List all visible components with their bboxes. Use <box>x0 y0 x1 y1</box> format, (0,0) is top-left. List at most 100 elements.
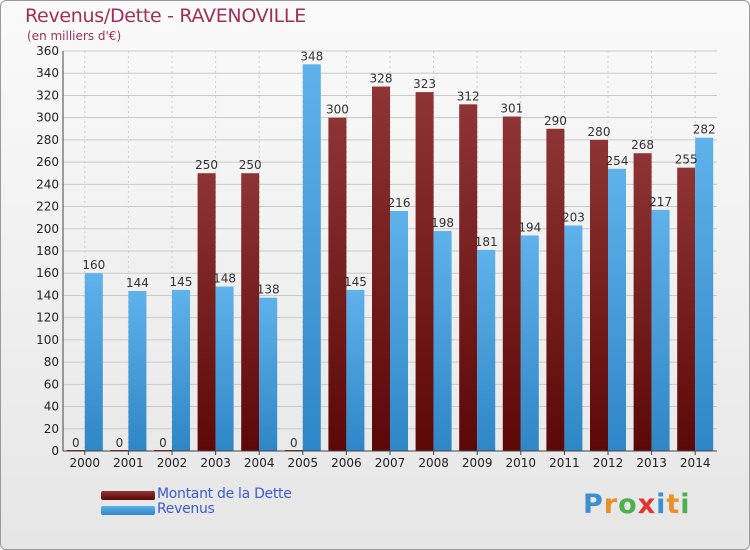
y-tick-label: 120 <box>36 311 59 325</box>
bar-revenus <box>128 291 147 451</box>
bar-dette <box>546 128 565 451</box>
bar-dette <box>197 173 216 451</box>
data-label-revenus: 203 <box>562 210 585 224</box>
data-label-revenus: 181 <box>475 235 498 249</box>
x-tick-label: 2006 <box>331 456 362 470</box>
data-label-dette: 250 <box>195 158 218 172</box>
x-tick-label: 2012 <box>593 456 624 470</box>
y-tick-label: 320 <box>36 88 59 102</box>
bar-revenus <box>608 168 626 451</box>
bar-dette <box>590 139 608 451</box>
bar-dette <box>677 167 696 451</box>
x-tick-label: 2014 <box>680 456 711 470</box>
bar-revenus <box>302 64 321 452</box>
data-label-revenus: 138 <box>257 283 280 297</box>
y-tick-label: 280 <box>36 133 59 147</box>
legend-label-dette: Montant de la Dette <box>157 486 292 502</box>
legend-label-revenus: Revenus <box>157 501 215 517</box>
data-label-dette: 312 <box>457 89 480 103</box>
bar-revenus <box>172 289 190 451</box>
bar-dette <box>502 116 521 452</box>
logo-letter: r <box>603 489 619 520</box>
bar-revenus <box>84 273 103 451</box>
data-labels: 0 160 0 144 0 145 250 148 250 138 0 348 300 145 328 216… <box>72 49 716 450</box>
bar-revenus <box>433 231 452 451</box>
logo-letter: o <box>618 489 638 520</box>
chart-title: Revenus/Dette - RAVENOVILLE <box>25 5 306 27</box>
data-label-revenus: 348 <box>300 49 323 63</box>
data-label-revenus: 216 <box>388 196 411 210</box>
x-tick-label: 2002 <box>157 456 188 470</box>
x-tick-label: 2000 <box>70 456 101 470</box>
y-tick-label: 140 <box>36 288 59 302</box>
data-label-revenus: 148 <box>213 272 236 286</box>
bar-dette <box>415 92 434 451</box>
data-label-dette: 328 <box>370 72 393 86</box>
bars <box>66 64 714 452</box>
bar-dette <box>459 104 478 451</box>
x-tick-label: 2011 <box>549 456 580 470</box>
data-label-dette: 0 <box>159 436 167 450</box>
y-tick-label: 360 <box>36 44 59 58</box>
data-label-revenus: 254 <box>606 154 629 168</box>
data-label-revenus: 282 <box>693 123 716 137</box>
y-tick-label: 260 <box>36 155 59 169</box>
legend-swatch-revenus <box>101 506 155 515</box>
data-label-revenus: 160 <box>82 258 105 272</box>
data-label-dette: 250 <box>239 158 262 172</box>
y-tick-label: 300 <box>36 111 59 125</box>
data-label-revenus: 194 <box>518 220 541 234</box>
bar-revenus <box>346 289 365 451</box>
bar-revenus <box>564 225 583 451</box>
y-tick-label: 220 <box>36 200 59 214</box>
legend-swatch-dette <box>101 491 155 500</box>
bar-revenus <box>695 137 714 451</box>
logo-letter: i <box>680 489 691 520</box>
data-label-revenus: 145 <box>344 275 367 289</box>
bar-revenus <box>651 209 670 451</box>
bar-revenus <box>259 297 278 451</box>
x-tick-label: 2004 <box>244 456 275 470</box>
bar-revenus <box>215 286 234 451</box>
logo-letter: x <box>637 489 657 520</box>
data-label-dette: 280 <box>588 125 611 139</box>
y-tick-label: 20 <box>44 422 59 436</box>
bar-dette <box>241 173 260 451</box>
x-tick-label: 2007 <box>375 456 406 470</box>
data-label-dette: 300 <box>326 103 349 117</box>
data-label-dette: 301 <box>500 102 523 116</box>
bar-revenus <box>477 249 496 451</box>
data-label-dette: 323 <box>413 77 436 91</box>
x-tick-label: 2001 <box>113 456 144 470</box>
y-tick-label: 80 <box>44 355 59 369</box>
x-tick-label: 2005 <box>288 456 319 470</box>
data-label-revenus: 145 <box>170 275 193 289</box>
y-tick-label: 40 <box>44 400 59 414</box>
logo-letter: P <box>583 489 604 520</box>
x-tick-label: 2009 <box>462 456 493 470</box>
bar-dette <box>328 117 347 452</box>
chart-subtitle: (en milliers d'€) <box>27 29 122 43</box>
bar-revenus <box>520 235 539 451</box>
x-tick-label: 2013 <box>636 456 667 470</box>
x-tick-label: 2008 <box>418 456 449 470</box>
data-label-dette: 0 <box>116 436 124 450</box>
data-label-revenus: 144 <box>126 276 149 290</box>
bar-dette <box>372 86 390 452</box>
x-tick-label: 2003 <box>200 456 231 470</box>
bar-dette <box>633 153 652 451</box>
y-tick-label: 0 <box>51 444 59 458</box>
axes: 0 20 40 60 80 100 120 140 160 180 200 220 240 260 280 3… <box>36 44 717 470</box>
logo-letter: t <box>666 489 681 520</box>
data-label-dette: 0 <box>72 436 80 450</box>
logo-letter: i <box>656 489 667 520</box>
y-tick-label: 340 <box>36 66 59 80</box>
y-tick-label: 160 <box>36 266 59 280</box>
y-tick-label: 100 <box>36 333 59 347</box>
data-label-dette: 255 <box>675 153 698 167</box>
y-tick-label: 200 <box>36 222 59 236</box>
data-label-dette: 290 <box>544 114 567 128</box>
bar-revenus <box>390 211 408 451</box>
